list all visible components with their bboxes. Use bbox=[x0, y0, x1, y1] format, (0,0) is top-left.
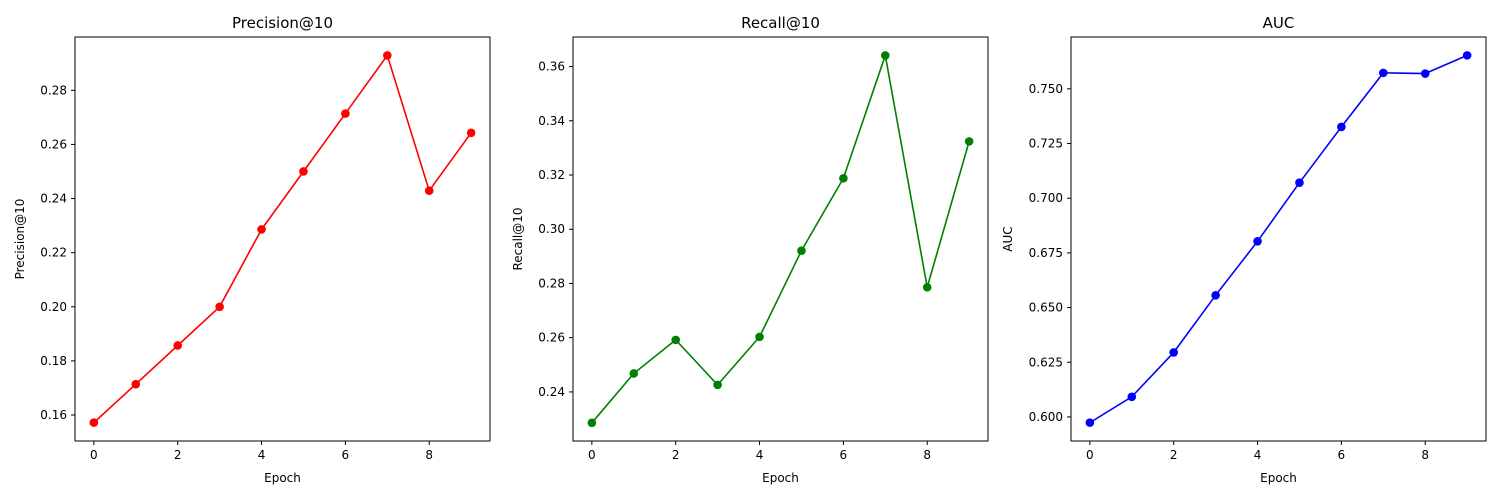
recall-data-point bbox=[671, 335, 681, 345]
auc-data-point bbox=[1337, 122, 1346, 132]
recall-axes-frame bbox=[572, 36, 989, 442]
precision-y-tick-label: 0.22 bbox=[40, 246, 67, 260]
recall-x-tick-label: 8 bbox=[923, 448, 931, 462]
auc-y-tick-label: 0.750 bbox=[1029, 82, 1063, 96]
recall-x-tick-label: 6 bbox=[840, 448, 848, 462]
recall-plot-area: 0 2 4 6 8 0.24 0.26 0.28 0.30 0.32 0.34 0.36 bbox=[538, 36, 989, 462]
auc-data-point bbox=[1127, 392, 1137, 402]
recall-y-tick-label: 0.24 bbox=[538, 385, 565, 399]
precision-axes-frame bbox=[74, 36, 491, 442]
precision-x-tick-label: 6 bbox=[342, 448, 350, 462]
recall-x-tick-label: 4 bbox=[756, 448, 764, 462]
auc-y-tick-label: 0.600 bbox=[1029, 410, 1063, 424]
precision-data-point bbox=[299, 167, 308, 176]
auc-panel: AUC Epoch AUC 0 2 4 6 80.6000.6250.6500.6750… bbox=[1001, 14, 1487, 485]
recall-series-line bbox=[591, 54, 970, 424]
auc-data-point bbox=[1378, 68, 1388, 78]
auc-data-point bbox=[1169, 348, 1179, 357]
recall-data-point bbox=[880, 51, 890, 60]
recall-y-tick-label: 0.32 bbox=[538, 168, 565, 182]
precision-y-tick-label: 0.24 bbox=[40, 192, 67, 206]
recall-data-point bbox=[839, 173, 848, 183]
recall-x-tick-label: 0 bbox=[588, 448, 596, 462]
recall-x-axis-label: Epoch bbox=[762, 471, 799, 485]
precision-data-point bbox=[89, 418, 99, 427]
auc-data-point bbox=[1420, 69, 1430, 78]
precision-x-axis-label: Epoch bbox=[264, 471, 301, 485]
precision-x-tick-label: 4 bbox=[258, 448, 266, 462]
precision-data-point bbox=[173, 341, 183, 350]
precision-y-axis-label: Precision@10 bbox=[13, 199, 27, 280]
auc-data-point bbox=[1295, 178, 1304, 187]
precision-data-point bbox=[466, 128, 476, 138]
auc-y-tick-label: 0.650 bbox=[1029, 301, 1063, 315]
recall-data-point bbox=[922, 282, 932, 292]
auc-axes-frame bbox=[1070, 36, 1487, 442]
recall-data-point bbox=[755, 332, 764, 342]
auc-x-tick-label: 6 bbox=[1338, 448, 1346, 462]
auc-x-tick-label: 2 bbox=[1170, 448, 1178, 462]
precision-series-line bbox=[93, 54, 472, 424]
precision-data-point bbox=[257, 225, 266, 234]
recall-y-tick-label: 0.30 bbox=[538, 222, 565, 236]
auc-plot-area: 0 2 4 6 8 0.600 0.625 0.650 0.675 0.700 0.725 0.750 bbox=[1029, 36, 1487, 462]
precision-x-tick-label: 2 bbox=[174, 448, 182, 462]
recall-y-tick-label: 0.28 bbox=[538, 276, 565, 290]
recall-panel: Recall@10 Epoch Recall@10 0 2 4 6 80.240.260… bbox=[511, 14, 989, 485]
recall-data-point bbox=[587, 418, 597, 428]
precision-data-point bbox=[382, 51, 392, 60]
precision-y-tick-label: 0.28 bbox=[40, 83, 67, 97]
precision-x-tick-label: 0 bbox=[90, 448, 98, 462]
precision-title: Precision@10 bbox=[232, 14, 333, 32]
recall-y-tick-label: 0.26 bbox=[538, 331, 565, 345]
recall-x-tick-label: 2 bbox=[672, 448, 680, 462]
auc-data-point bbox=[1462, 51, 1472, 60]
auc-data-point bbox=[1211, 291, 1220, 300]
precision-y-tick-label: 0.20 bbox=[40, 300, 67, 314]
precision-x-tick-label: 8 bbox=[425, 448, 433, 462]
precision-panel: Precision@10 Epoch Precision@10 0 2 4 6 8 0.1… bbox=[13, 14, 491, 485]
auc-y-tick-label: 0.725 bbox=[1029, 137, 1063, 151]
recall-y-tick-label: 0.34 bbox=[538, 114, 565, 128]
auc-y-axis-label: AUC bbox=[1001, 226, 1015, 251]
recall-y-axis-label: Recall@10 bbox=[511, 207, 525, 270]
auc-data-point bbox=[1253, 236, 1262, 246]
precision-y-tick-label: 0.26 bbox=[40, 137, 67, 151]
recall-data-point bbox=[964, 137, 974, 146]
recall-y-tick-label: 0.36 bbox=[538, 60, 565, 74]
auc-y-tick-label: 0.700 bbox=[1029, 191, 1063, 205]
auc-title: AUC bbox=[1263, 14, 1295, 32]
precision-y-tick-label: 0.18 bbox=[40, 354, 67, 368]
precision-data-point bbox=[341, 109, 350, 118]
auc-series-line bbox=[1089, 54, 1468, 424]
recall-data-point bbox=[797, 246, 806, 255]
recall-title: Recall@10 bbox=[741, 14, 820, 32]
auc-x-axis-label: Epoch bbox=[1260, 471, 1297, 485]
auc-x-tick-label: 8 bbox=[1421, 448, 1429, 462]
auc-x-tick-label: 0 bbox=[1086, 448, 1094, 462]
precision-y-tick-label: 0.16 bbox=[40, 408, 67, 422]
precision-data-point bbox=[424, 186, 434, 195]
precision-data-point bbox=[215, 302, 224, 312]
auc-x-tick-label: 4 bbox=[1254, 448, 1262, 462]
auc-y-tick-label: 0.675 bbox=[1029, 246, 1063, 260]
recall-data-point bbox=[629, 369, 639, 378]
auc-y-tick-label: 0.625 bbox=[1029, 355, 1063, 369]
precision-plot-area: 0 2 4 6 8 0.16 0.18 0.20 0.22 0.24 0.26 0.28 bbox=[40, 36, 491, 462]
recall-data-point bbox=[713, 380, 722, 390]
precision-data-point bbox=[131, 379, 141, 389]
auc-data-point bbox=[1085, 418, 1095, 427]
